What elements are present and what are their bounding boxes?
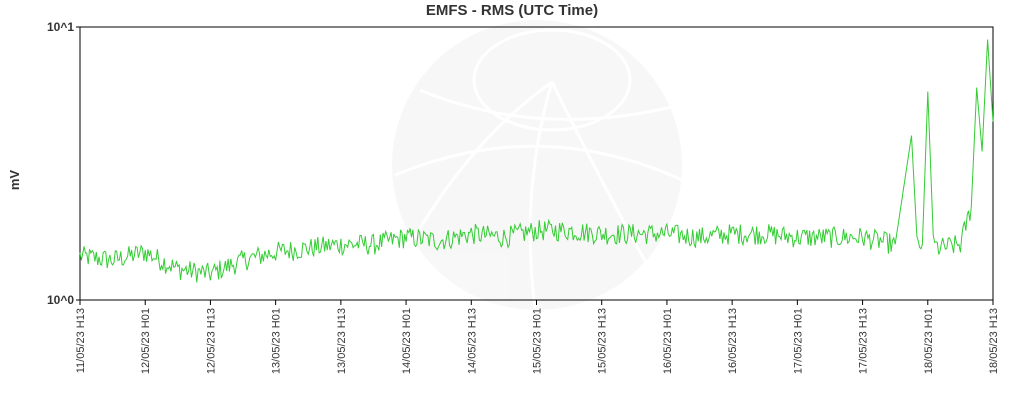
x-tick-label: 16/05/23 H01	[662, 308, 674, 374]
y-tick-label: 10^0	[47, 293, 74, 307]
x-tick-label: 17/05/23 H13	[858, 308, 870, 374]
x-tick-label: 18/05/23 H01	[923, 308, 935, 374]
x-tick-label: 17/05/23 H01	[792, 308, 804, 374]
x-tick-label: 11/05/23 H13	[75, 308, 87, 373]
x-tick-label: 14/05/23 H13	[466, 308, 478, 374]
x-tick-label: 12/05/23 H01	[140, 308, 152, 374]
x-tick-label: 13/05/23 H13	[336, 308, 348, 374]
x-tick-label: 14/05/23 H01	[401, 308, 413, 374]
x-tick-label: 18/05/23 H13	[988, 308, 1000, 374]
watermark-globe	[392, 20, 683, 310]
x-tick-label: 15/05/23 H01	[532, 308, 544, 374]
y-tick-label: 10^1	[47, 20, 74, 34]
x-tick-label: 16/05/23 H13	[727, 308, 739, 374]
x-tick-label: 12/05/23 H13	[205, 308, 217, 374]
x-tick-label: 13/05/23 H01	[271, 308, 283, 374]
series-line	[79, 39, 994, 283]
x-tick-label: 15/05/23 H13	[597, 308, 609, 374]
chart-title: EMFS - RMS (UTC Time)	[425, 2, 599, 19]
